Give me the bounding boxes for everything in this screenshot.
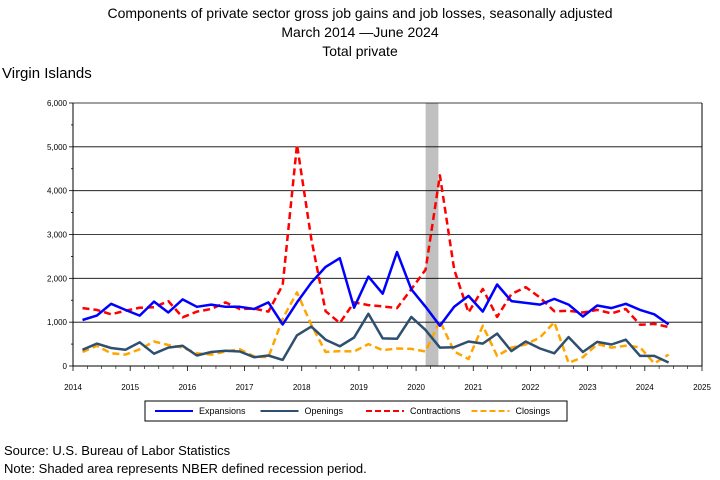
series-line-contractions — [82, 143, 669, 329]
legend-label-contractions: Contractions — [410, 406, 461, 416]
x-tick-label: 2022 — [522, 383, 540, 392]
x-tick-label: 2025 — [693, 383, 711, 392]
y-tick-label: 1,000 — [47, 318, 68, 327]
x-tick-label: 2016 — [178, 383, 196, 392]
x-tick-label: 2023 — [579, 383, 597, 392]
x-tick-label: 2024 — [636, 383, 654, 392]
x-tick-label: 2018 — [293, 383, 311, 392]
y-tick-label: 4,000 — [47, 187, 68, 196]
region-label: Virgin Islands — [2, 65, 92, 82]
legend-box — [144, 400, 568, 422]
x-tick-label: 2021 — [464, 383, 482, 392]
x-tick-label: 2020 — [407, 383, 425, 392]
footer-note: Note: Shaded area represents NBER define… — [4, 461, 367, 476]
y-tick-label: 5,000 — [47, 143, 68, 152]
legend-label-closings: Closings — [516, 406, 551, 416]
y-tick-label: 0 — [63, 362, 68, 371]
x-tick-label: 2015 — [121, 383, 139, 392]
plot-area: 0 1,000 2,000 3,000 4,000 5,000 6,000 2014 2015 2… — [47, 99, 711, 392]
x-tick-label: 2019 — [350, 383, 368, 392]
footer-source: Source: U.S. Bureau of Labor Statistics — [4, 443, 231, 458]
series-line-openings — [82, 312, 670, 364]
y-tick-label: 6,000 — [47, 99, 68, 108]
legend-label-openings: Openings — [305, 406, 344, 416]
chart-title-line1: Components of private sector gross job g… — [107, 5, 612, 21]
chart-title-line3: Total private — [322, 43, 398, 59]
y-tick-label: 2,000 — [47, 274, 68, 283]
chart-title-line2: March 2014 —June 2024 — [281, 24, 438, 40]
x-tick-label: 2017 — [236, 383, 254, 392]
x-tick-label: 2014 — [64, 383, 82, 392]
y-tick-label: 3,000 — [47, 231, 68, 240]
series-line-expansions — [82, 250, 670, 327]
legend-label-expansions: Expansions — [199, 406, 246, 416]
chart-legend: Expansions Openings Contractions Closings — [144, 400, 568, 422]
